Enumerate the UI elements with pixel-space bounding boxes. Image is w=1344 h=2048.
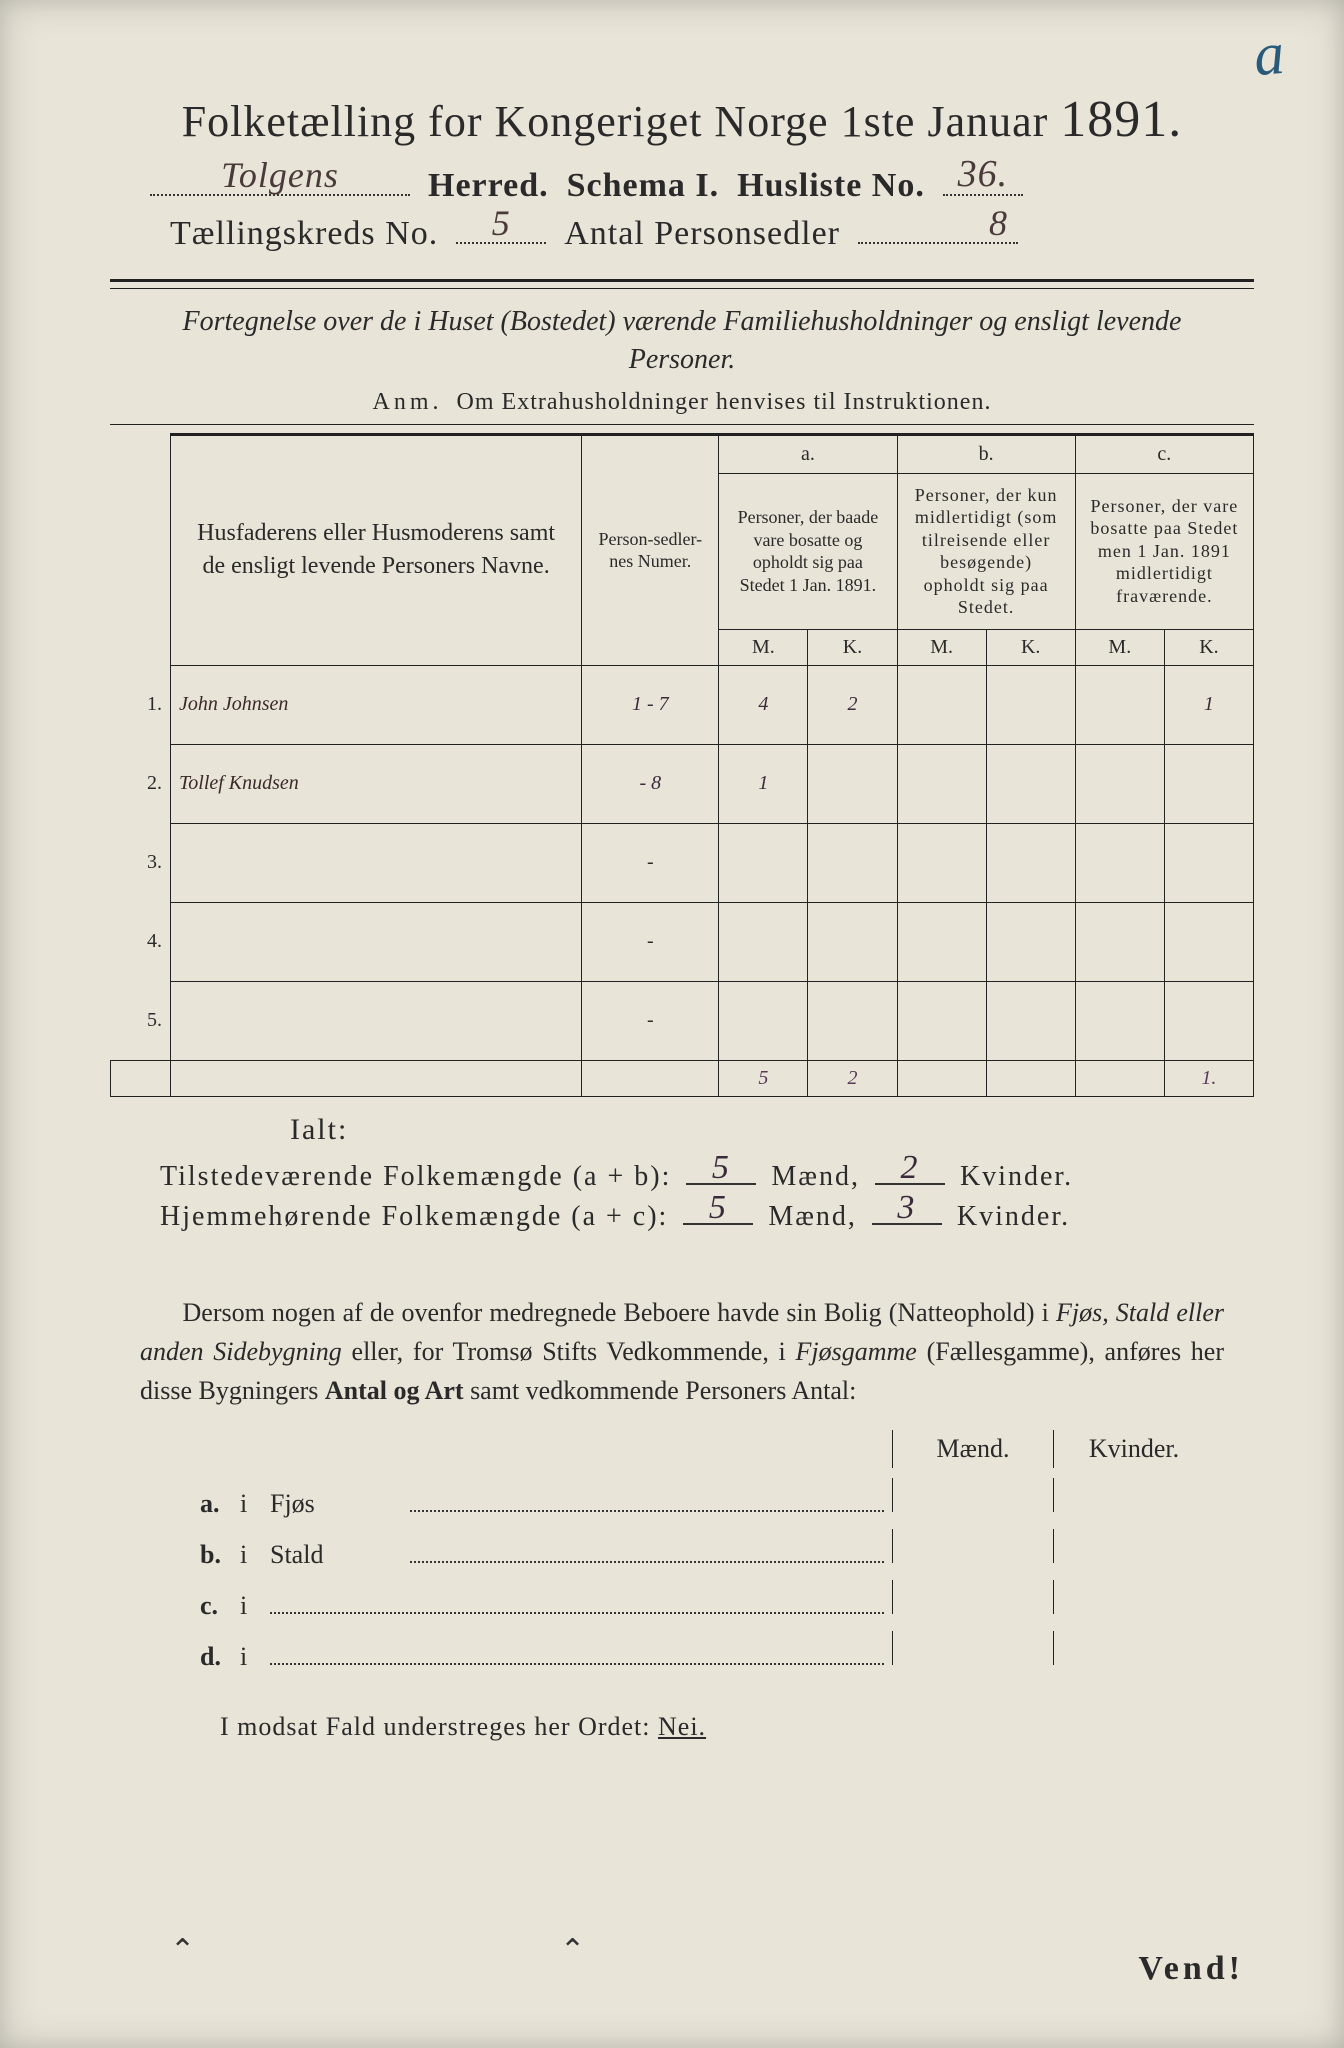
col-k: K. [986, 629, 1075, 665]
summary-resident: Hjemmehørende Folkemængde (a + c): 5 Mæn… [160, 1201, 1254, 1233]
husliste-value: 36. [958, 152, 1009, 196]
header-row-1: Tolgens Herred. Schema I. Husliste No. 3… [150, 167, 1254, 205]
paper-mark: ⌃ [560, 1933, 585, 1968]
anm-label: Anm. [373, 389, 443, 415]
table-row: 3. - [111, 823, 1254, 902]
summary-present: Tilstedeværende Folkemængde (a + b): 5 M… [160, 1161, 1254, 1193]
col-b-text: Personer, der kun midlertidigt (som tilr… [897, 473, 1075, 629]
census-table: Husfaderens eller Husmoderens samt de en… [110, 433, 1254, 1097]
col-m: M. [897, 629, 986, 665]
schema-label: Schema I. [567, 167, 720, 205]
table-row: 5. - [111, 981, 1254, 1060]
present-m: 5 [712, 1149, 731, 1187]
nei-word: Nei. [658, 1712, 706, 1741]
col-head-names: Husfaderens eller Husmoderens samt de en… [170, 434, 581, 665]
kvinder-col: Kvinder. [1053, 1430, 1214, 1468]
totals-row: 5 2 1. [111, 1060, 1254, 1096]
person-name: John Johnsen [170, 665, 581, 744]
instructions-text: Fortegnelse over de i Huset (Bostedet) v… [140, 303, 1224, 379]
kreds-value: 5 [492, 202, 511, 244]
col-m: M. [1075, 629, 1164, 665]
col-m: M. [719, 629, 808, 665]
antal-label: Antal Personsedler [564, 215, 840, 253]
divider [110, 279, 1254, 289]
corner-annotation: a [1251, 19, 1287, 90]
vend-label: Vend! [1138, 1950, 1244, 1988]
table-row: 2. Tollef Knudsen - 8 1 [111, 744, 1254, 823]
nei-line: I modsat Fald understreges her Ordet: Ne… [220, 1712, 1254, 1742]
mk-header: Mænd. Kvinder. [110, 1430, 1214, 1468]
person-name: Tollef Knudsen [170, 744, 581, 823]
husliste-label: Husliste No. [737, 167, 925, 205]
census-form-page: a Folketælling for Kongeriget Norge 1ste… [0, 0, 1344, 2048]
resident-m: 5 [709, 1189, 728, 1227]
table-row: 4. - [111, 902, 1254, 981]
numer: 1 - 7 [582, 665, 719, 744]
antal-value: 8 [989, 202, 1008, 244]
building-row: c. i [200, 1580, 1214, 1621]
page-title: Folketælling for Kongeriget Norge 1ste J… [110, 90, 1254, 149]
herred-value: Tolgens [221, 154, 339, 196]
resident-k: 3 [897, 1189, 916, 1227]
table-row: 1. John Johnsen 1 - 7 4 2 1 [111, 665, 1254, 744]
numer: - 8 [582, 744, 719, 823]
col-k: K. [808, 629, 897, 665]
title-text: Folketælling for Kongeriget Norge 1ste J… [182, 97, 1049, 146]
col-a-text: Personer, der baade vare bosatte og opho… [719, 473, 897, 629]
header-row-2: Tællingskreds No. 5 Antal Personsedler 8 [170, 215, 1254, 253]
building-row: d. i [200, 1631, 1214, 1672]
present-k: 2 [900, 1149, 919, 1187]
paper-mark: ⌃ [170, 1933, 195, 1968]
maend-col: Mænd. [892, 1430, 1053, 1468]
anm-text: Om Extrahusholdninger henvises til Instr… [457, 389, 992, 415]
col-k: K. [1164, 629, 1253, 665]
col-c-text: Personer, der vare bosatte paa Stedet me… [1075, 473, 1253, 629]
col-a-label: a. [719, 434, 897, 473]
kreds-label: Tællingskreds No. [170, 215, 438, 253]
col-b-label: b. [897, 434, 1075, 473]
col-head-numer: Person-sedler-nes Numer. [582, 434, 719, 665]
total-c-k: 1. [1164, 1060, 1253, 1096]
total-a-k: 2 [808, 1060, 897, 1096]
buildings-paragraph: Dersom nogen af de ovenfor medregnede Be… [140, 1293, 1224, 1410]
ialt-label: Ialt: [290, 1113, 1254, 1147]
divider [110, 424, 1254, 425]
building-row: a. i Fjøs [200, 1478, 1214, 1519]
herred-label: Herred. [428, 167, 549, 205]
total-a-m: 5 [719, 1060, 808, 1096]
col-c-label: c. [1075, 434, 1253, 473]
title-year: 1891. [1060, 91, 1182, 148]
anm-line: Anm. Om Extrahusholdninger henvises til … [110, 389, 1254, 416]
building-row: b. i Stald [200, 1529, 1214, 1570]
